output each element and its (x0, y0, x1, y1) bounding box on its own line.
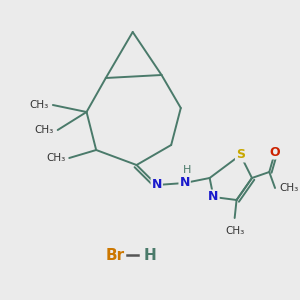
Text: S: S (236, 148, 245, 161)
Text: N: N (179, 176, 190, 190)
Text: Br: Br (106, 248, 125, 262)
Text: CH₃: CH₃ (225, 226, 244, 236)
Text: CH₃: CH₃ (46, 153, 65, 163)
Text: O: O (270, 146, 280, 158)
Text: CH₃: CH₃ (30, 100, 49, 110)
Text: H: H (183, 165, 192, 175)
Text: N: N (152, 178, 162, 191)
Text: H: H (144, 248, 156, 262)
Text: CH₃: CH₃ (34, 125, 54, 135)
Text: N: N (208, 190, 219, 203)
Text: CH₃: CH₃ (279, 183, 298, 193)
